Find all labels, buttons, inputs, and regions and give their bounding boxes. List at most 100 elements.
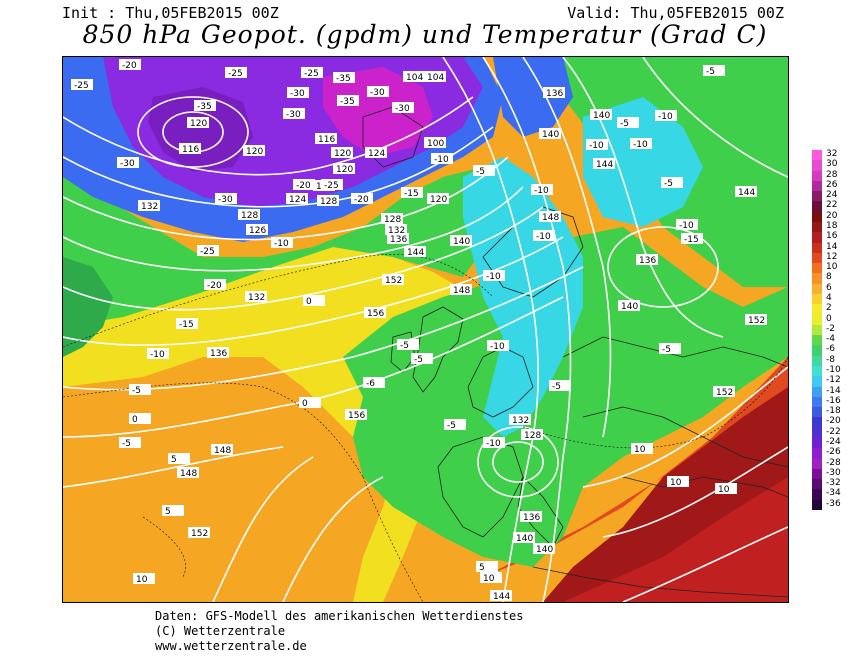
geopotential-label: 140 (593, 111, 610, 121)
temperature-label: -35 (336, 74, 351, 84)
colorbar-segment (812, 314, 822, 326)
colorbar-tick-label: 10 (826, 262, 838, 273)
colorbar-segment (812, 150, 822, 161)
temperature-label: -35 (197, 102, 212, 112)
colorbar-tick-label: -18 (826, 406, 841, 417)
colorbar-tick-label: -28 (826, 457, 841, 468)
colorbar-tick-label: -2 (826, 323, 835, 334)
geopotential-label: 132 (248, 293, 265, 303)
colorbar-segment (812, 252, 822, 264)
temperature-label: -6 (366, 379, 375, 389)
website-link[interactable]: www.wetterzentrale.de (155, 639, 307, 653)
geopotential-label: 116 (182, 145, 199, 155)
temperature-label: -25 (324, 181, 339, 191)
geopotential-label: 136 (390, 235, 407, 245)
temperature-label: -20 (207, 281, 222, 291)
geopotential-label: 136 (639, 256, 656, 266)
temperature-labels: -20 -25 -25 -30 -35 -30 -35 -30 -30 -35 … (71, 59, 737, 585)
geopotential-label: 132 (388, 226, 405, 236)
colorbar-tick-label: 14 (826, 241, 838, 252)
colorbar-tick-label: -20 (826, 416, 841, 427)
temperature-label: 0 (302, 399, 308, 409)
colorbar-segment (812, 170, 822, 182)
geopotential-label: 136 (546, 89, 563, 99)
temperature-colorbar (812, 150, 822, 511)
geopotential-label: 140 (453, 237, 470, 247)
colorbar-segment (812, 417, 822, 429)
colorbar-segment (812, 427, 822, 439)
temperature-label: -10 (633, 140, 648, 150)
colorbar-tick-label: -22 (826, 426, 841, 437)
geopotential-label: 148 (180, 469, 197, 479)
geopotential-label: 148 (453, 286, 470, 296)
colorbar-segment (812, 263, 822, 274)
geopotential-label: 156 (367, 309, 384, 319)
temperature-label: 5 (165, 507, 171, 517)
init-time: Init : Thu,05FEB2015 00Z (62, 4, 279, 22)
colorbar-segment (812, 407, 822, 418)
colorbar-tick-label: -8 (826, 354, 835, 365)
colorbar-tick-label: -36 (826, 498, 841, 509)
geopotential-label: 140 (536, 545, 553, 555)
geopotential-label: 120 (430, 195, 447, 205)
geopotential-label: 126 (249, 226, 266, 236)
colorbar-segment (812, 324, 822, 336)
geopotential-label: 120 (334, 149, 351, 159)
geopotential-label: 144 (596, 160, 613, 170)
colorbar-segment (812, 335, 822, 346)
geopotential-label: 116 (318, 135, 335, 145)
footer-credits: Daten: GFS-Modell des amerikanischen Wet… (155, 609, 523, 654)
colorbar-tick-label: 32 (826, 149, 838, 159)
colorbar-tick-label: 26 (826, 179, 838, 190)
geopotential-label: 152 (716, 388, 733, 398)
colorbar-segment (812, 396, 822, 408)
temperature-label: -10 (679, 221, 694, 231)
weather-map[interactable]: 120 116 120 116 120 124 132 128 126 124 … (62, 56, 789, 603)
geopotential-label: 104 (427, 73, 444, 83)
temperature-label: -15 (404, 189, 419, 199)
temperature-label: -5 (552, 382, 561, 392)
geopotential-label: 100 (427, 139, 444, 149)
colorbar-segment (812, 160, 822, 172)
temperature-label: -5 (664, 179, 673, 189)
colorbar-segment (812, 294, 822, 305)
geopotential-label: 132 (141, 202, 158, 212)
colorbar-tick-label: -6 (826, 344, 835, 355)
colorbar-segment (812, 222, 822, 233)
colorbar-tick-label: 2 (826, 303, 832, 314)
temperature-label: -10 (150, 350, 165, 360)
colorbar-tick-label: 6 (826, 282, 832, 293)
colorbar-tick-label: -16 (826, 395, 841, 406)
temperature-label: -10 (534, 186, 549, 196)
colorbar-tick-label: 16 (826, 231, 838, 242)
colorbar-tick-label: 8 (826, 272, 832, 283)
temperature-label: -5 (706, 67, 715, 77)
temperature-label: 10 (718, 485, 730, 495)
geopotential-label: 152 (385, 276, 402, 286)
colorbar-tick-label: 0 (826, 313, 832, 324)
temperature-label: -30 (120, 159, 135, 169)
geopotential-label: 140 (621, 302, 638, 312)
colorbar-tick-label: 28 (826, 169, 838, 180)
temperature-label: 10 (483, 574, 495, 584)
temperature-label: -10 (589, 141, 604, 151)
geopotential-label: 132 (512, 416, 529, 426)
geopotential-label: 136 (523, 513, 540, 523)
temperature-label: 10 (136, 575, 148, 585)
colorbar-tick-label: -14 (826, 385, 841, 396)
temperature-label: -15 (179, 320, 194, 330)
colorbar-segment (812, 211, 822, 223)
geopotential-label: 128 (320, 197, 337, 207)
temperature-label: -25 (228, 69, 243, 79)
geopotential-label: 148 (214, 446, 231, 456)
temperature-label: -10 (658, 112, 673, 122)
temperature-label: -5 (132, 386, 141, 396)
geopotential-label: 128 (524, 431, 541, 441)
temperature-label: -25 (74, 81, 89, 91)
temperature-label: -5 (620, 119, 629, 129)
temperature-label: -30 (395, 104, 410, 114)
colorbar-tick-label: -10 (826, 365, 841, 375)
temperature-label: 10 (670, 478, 682, 488)
temperature-label: -10 (486, 439, 501, 449)
temperature-label: -10 (490, 342, 505, 352)
